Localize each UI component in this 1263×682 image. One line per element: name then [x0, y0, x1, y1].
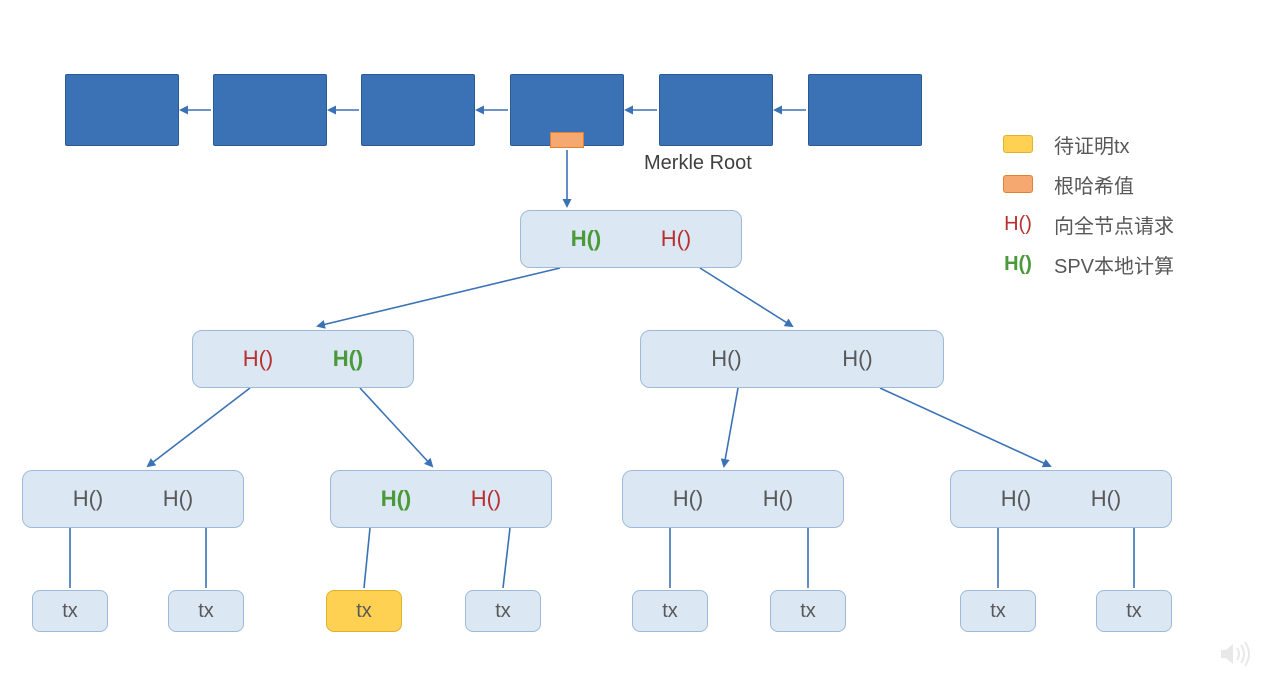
legend-row: H() SPV本地计算 — [1000, 244, 1174, 284]
legend-label: SPV本地计算 — [1054, 250, 1174, 279]
legend: 待证明tx 根哈希值 H() 向全节点请求 H() SPV本地计算 — [1000, 124, 1174, 284]
legend-row: 根哈希值 — [1000, 164, 1174, 204]
tree-l2-node: H() H() — [192, 330, 414, 388]
hash-right: H() — [763, 486, 794, 512]
hash-left: H() — [381, 486, 412, 512]
tree-root-node: H() H() — [520, 210, 742, 268]
hash-left: H() — [73, 486, 104, 512]
legend-swatch-text: H() — [1000, 253, 1036, 276]
hash-right: H() — [661, 226, 692, 252]
tree-l3-node: H() H() — [330, 470, 552, 528]
legend-row: H() 向全节点请求 — [1000, 204, 1174, 244]
tx-leaf: tx — [168, 590, 244, 632]
legend-row: 待证明tx — [1000, 124, 1174, 164]
legend-swatch-box — [1000, 133, 1036, 156]
connector-svg — [0, 0, 1263, 682]
tx-leaf-highlight: tx — [326, 590, 402, 632]
tx-leaf: tx — [960, 590, 1036, 632]
chain-block — [659, 74, 773, 146]
hash-left: H() — [571, 226, 602, 252]
tx-leaf: tx — [32, 590, 108, 632]
tx-leaf: tx — [465, 590, 541, 632]
speaker-icon — [1217, 636, 1253, 672]
tx-leaf: tx — [1096, 590, 1172, 632]
hash-left: H() — [711, 346, 742, 372]
chain-block — [361, 74, 475, 146]
tree-l3-node: H() H() — [22, 470, 244, 528]
hash-right: H() — [163, 486, 194, 512]
hash-left: H() — [1001, 486, 1032, 512]
tx-leaf: tx — [770, 590, 846, 632]
chain-block — [808, 74, 922, 146]
hash-left: H() — [673, 486, 704, 512]
tx-leaf: tx — [632, 590, 708, 632]
hash-right: H() — [471, 486, 502, 512]
tree-l2-node: H() H() — [640, 330, 944, 388]
merkle-root-label: Merkle Root — [644, 152, 752, 175]
chain-block — [213, 74, 327, 146]
tree-l3-node: H() H() — [622, 470, 844, 528]
legend-label: 待证明tx — [1054, 130, 1130, 159]
hash-right: H() — [842, 346, 873, 372]
legend-label: 向全节点请求 — [1054, 210, 1174, 239]
chain-block — [65, 74, 179, 146]
tree-l3-node: H() H() — [950, 470, 1172, 528]
hash-right: H() — [333, 346, 364, 372]
legend-label: 根哈希值 — [1054, 170, 1134, 199]
legend-swatch-box — [1000, 173, 1036, 196]
legend-swatch-text: H() — [1000, 213, 1036, 236]
merkle-root-marker — [550, 132, 584, 148]
hash-right: H() — [1091, 486, 1122, 512]
hash-left: H() — [243, 346, 274, 372]
